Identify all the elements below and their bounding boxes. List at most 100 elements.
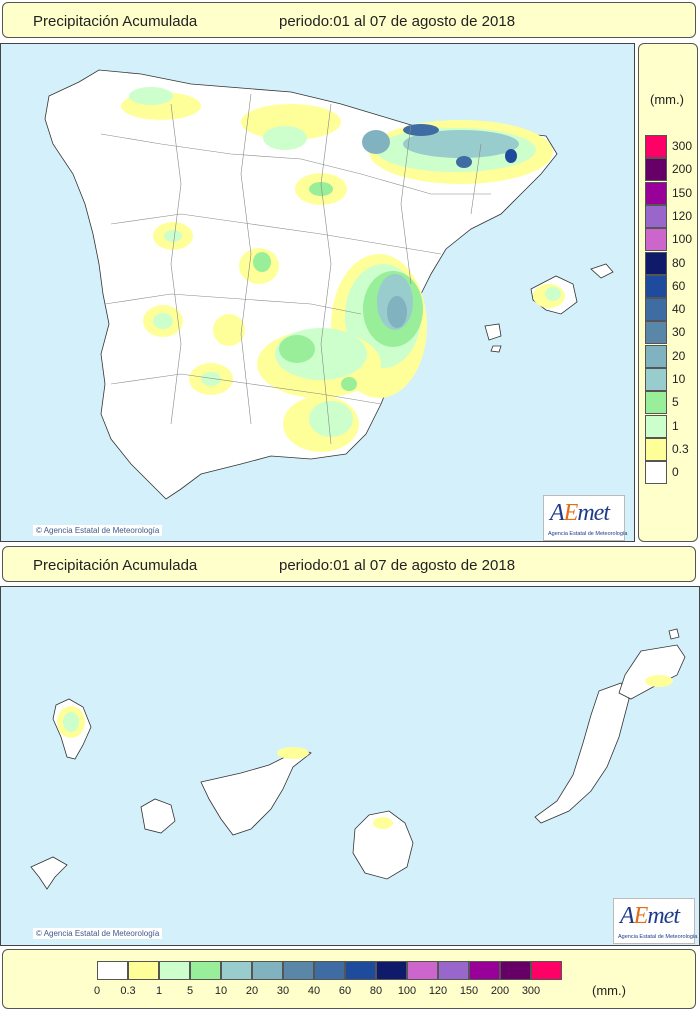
- patch-5: [253, 252, 271, 272]
- aemet-subtitle: Agencia Estatal de Meteorología: [548, 531, 628, 537]
- horizontal-legend-label: 0: [93, 985, 101, 997]
- canary-map: © Agencia Estatal de Meteorología AEmet …: [0, 586, 700, 946]
- horizontal-legend-label: 0.3: [120, 985, 136, 997]
- horizontal-legend-label: 10: [214, 985, 228, 997]
- patch-5: [279, 335, 315, 363]
- vertical-legend-swatch: [645, 274, 667, 298]
- patch-10: [403, 130, 519, 158]
- bottom-title-bar: Precipitación Acumulada periodo:01 al 07…: [2, 546, 696, 582]
- horizontal-legend-swatch: [190, 961, 221, 980]
- patch-5: [309, 182, 333, 196]
- patch-1: [164, 230, 182, 242]
- horizontal-legend-swatch: [407, 961, 438, 980]
- vertical-legend-swatch: [645, 228, 667, 252]
- top-title-period: periodo:01 al 07 de agosto de 2018: [279, 13, 516, 30]
- horizontal-legend-swatch: [252, 961, 283, 980]
- precip-layer: [121, 87, 565, 452]
- horizontal-legend-label: 1: [155, 985, 163, 997]
- bottom-title-period: periodo:01 al 07 de agosto de 2018: [279, 557, 516, 574]
- la-gomera: [140, 798, 176, 834]
- horizontal-legend-swatch: [159, 961, 190, 980]
- patch-1: [545, 287, 561, 301]
- aemet-word-canary: AEmet: [620, 903, 680, 930]
- credit-label: © Agencia Estatal de Meteorología: [33, 525, 163, 536]
- patch-1: [263, 126, 307, 150]
- vertical-legend-label: 20: [672, 348, 686, 363]
- lanzarote: [618, 644, 686, 700]
- aemet-word-a-canary: A: [620, 903, 635, 929]
- patch-0-3: [645, 675, 673, 687]
- vertical-legend-label: 200: [672, 162, 693, 177]
- canary-map-svg: [30, 628, 686, 890]
- vertical-legend-swatch: [645, 298, 667, 322]
- vertical-legend-label: 150: [672, 185, 693, 200]
- vertical-legend-swatch: [645, 344, 667, 368]
- horizontal-legend-swatch: [438, 961, 469, 980]
- vertical-legend-label: 300: [672, 139, 693, 153]
- top-title-label: Precipitación Acumulada: [33, 13, 198, 30]
- horizontal-legend-label: 20: [245, 985, 259, 997]
- horizontal-legend-swatch: [345, 961, 376, 980]
- horizontal-legend-swatch: [314, 961, 345, 980]
- el-hierro: [30, 856, 68, 890]
- horizontal-legend-label: 30: [276, 985, 290, 997]
- vertical-legend-label: 100: [672, 232, 693, 247]
- ibiza: [484, 323, 502, 341]
- vertical-legend-units: (mm.): [650, 92, 684, 107]
- vertical-legend-label: 10: [672, 372, 686, 386]
- horizontal-legend-label: 60: [338, 985, 352, 997]
- vertical-legend-swatch: [645, 135, 667, 158]
- credit-label-canary: © Agencia Estatal de Meteorología: [33, 928, 163, 939]
- aemet-word-e-canary: E: [633, 903, 649, 929]
- credit-text: Agencia Estatal de Meteorología: [43, 526, 160, 535]
- horizontal-legend-label: 5: [186, 985, 194, 997]
- vertical-legend-label: 40: [672, 302, 686, 317]
- peninsula-map-svg: [44, 69, 614, 500]
- vertical-legend-swatch: [645, 251, 667, 275]
- horizontal-legend-units: (mm.): [592, 983, 626, 998]
- horizontal-legend-label: 120: [428, 985, 448, 997]
- patch-1: [201, 372, 221, 386]
- horizontal-legend-label: 80: [369, 985, 383, 997]
- aemet-word-e: E: [563, 500, 579, 526]
- patch-0-3: [241, 104, 341, 140]
- vertical-legend-swatch: [645, 181, 667, 205]
- patch-1: [63, 712, 79, 732]
- tenerife: [200, 748, 312, 836]
- menorca: [590, 263, 614, 279]
- patch-0-3: [277, 747, 309, 759]
- vertical-legend-swatch: [645, 321, 667, 345]
- province-lines: [100, 93, 491, 445]
- patch-0-3: [213, 314, 245, 346]
- vertical-legend-swatch: [645, 391, 667, 415]
- vertical-legend-swatch: [645, 368, 667, 391]
- vertical-legend-swatch: [645, 461, 667, 485]
- horizontal-legend-swatch: [97, 961, 128, 980]
- horizontal-legend-swatch: [376, 961, 407, 980]
- formentera: [490, 345, 502, 353]
- patch-1: [129, 87, 173, 105]
- patch-1: [153, 313, 173, 329]
- aemet-word-met-canary: met: [647, 903, 680, 929]
- horizontal-legend-label: 100: [397, 985, 417, 997]
- bottom-title-label: Precipitación Acumulada: [33, 557, 198, 574]
- horizontal-legend-swatch: [531, 961, 562, 980]
- horizontal-legend-swatch: [128, 961, 159, 980]
- horizontal-legend-label: 300: [521, 985, 541, 997]
- aemet-word-a: A: [550, 500, 565, 526]
- horizontal-legend-label: 40: [307, 985, 321, 997]
- patch-5: [341, 377, 357, 391]
- patch-40: [456, 156, 472, 168]
- horizontal-legend-label: 200: [490, 985, 510, 997]
- fuerteventura: [534, 682, 630, 824]
- vertical-legend-swatch: [645, 204, 667, 228]
- top-title-bar: Precipitación Acumulada periodo:01 al 07…: [2, 2, 696, 38]
- patch-0-3: [373, 817, 393, 829]
- vertical-legend-label: 30: [672, 325, 686, 340]
- patch-30: [362, 130, 390, 154]
- la-graciosa: [668, 628, 680, 640]
- vertical-legend-label: 0.3: [672, 441, 689, 456]
- horizontal-legend-swatch: [500, 961, 531, 980]
- vertical-legend-label: 80: [672, 255, 686, 270]
- vertical-legend-label: 5: [672, 395, 679, 410]
